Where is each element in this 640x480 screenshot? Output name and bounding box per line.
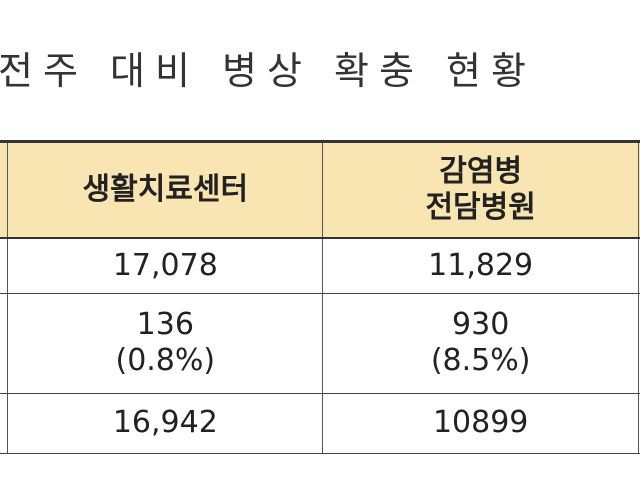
cell-text: 930 xyxy=(452,307,510,342)
table-wrap: 생활치료센터 감염병 전담병원 17,078 11,829 136 (0.8%) 930 (8.… xyxy=(0,140,640,454)
table-cell: 136 (0.8%) xyxy=(7,293,324,394)
header-cell: 감염병 전담병원 xyxy=(322,140,639,239)
cell-text: (0.8%) xyxy=(115,343,216,378)
table-cell xyxy=(637,393,640,454)
table-cell: 930 (8.5%) xyxy=(322,293,639,394)
cell-text: 전담병원 xyxy=(425,190,536,225)
cell-text: 감염병 xyxy=(439,154,523,189)
table-cell: 11,829 xyxy=(322,238,639,294)
table-row: 136 (0.8%) 930 (8.5%) xyxy=(0,293,640,394)
table-cell xyxy=(637,140,640,239)
table-cell xyxy=(0,393,9,454)
cell-text: 17,078 xyxy=(112,247,218,283)
title: 전주 대비 병상 확충 현황 xyxy=(0,49,536,93)
table-cell: 17,078 xyxy=(7,238,324,294)
header-cell: 생활치료센터 xyxy=(7,140,324,239)
table-cell xyxy=(637,293,640,394)
cell-text: (8.5%) xyxy=(430,343,531,378)
table-cell xyxy=(0,140,9,239)
cell-text: 136 xyxy=(136,307,194,342)
cell-text: 10899 xyxy=(432,405,529,440)
table-cell xyxy=(0,293,9,394)
table-cell xyxy=(0,238,9,294)
table: 생활치료센터 감염병 전담병원 17,078 11,829 136 (0.8%) 930 (8.… xyxy=(0,140,640,454)
table-row: 16,942 10899 xyxy=(0,393,640,454)
table-row: 17,078 11,829 xyxy=(0,238,640,294)
table-row: 생활치료센터 감염병 전담병원 xyxy=(0,140,640,239)
table-cell: 10899 xyxy=(322,393,639,454)
table-cell: 16,942 xyxy=(7,393,324,454)
cell-text: 11,829 xyxy=(428,247,534,283)
cell-text: 16,942 xyxy=(112,405,218,440)
table-cell xyxy=(637,238,640,294)
cell-text: 생활치료센터 xyxy=(82,172,249,207)
